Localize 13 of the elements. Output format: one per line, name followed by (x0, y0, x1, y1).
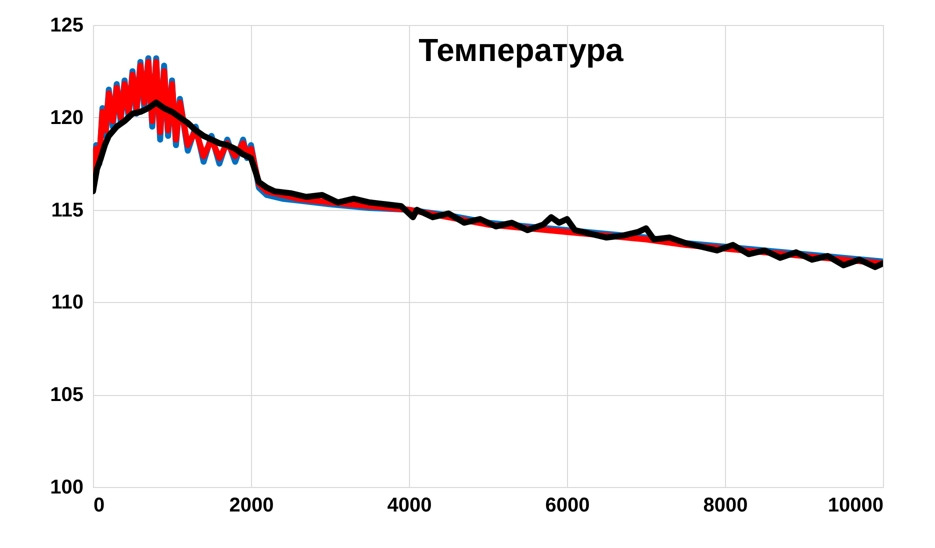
y-tick-label: 125 (50, 14, 84, 36)
y-tick-label: 110 (51, 292, 84, 314)
x-tick-label: 8000 (703, 494, 748, 516)
y-tick-label: 120 (50, 106, 84, 129)
chart-title: Температура (418, 32, 624, 68)
x-tick-label: 4000 (387, 494, 432, 516)
x-tick-label: 10000 (828, 494, 884, 516)
x-tick-label: 2000 (229, 494, 274, 516)
y-tick-label: 100 (50, 476, 84, 498)
y-tick-label: 105 (50, 384, 84, 406)
x-tick-label: 0 (94, 494, 105, 516)
y-tick-label: 115 (51, 199, 84, 222)
x-tick-label: 6000 (545, 494, 590, 516)
